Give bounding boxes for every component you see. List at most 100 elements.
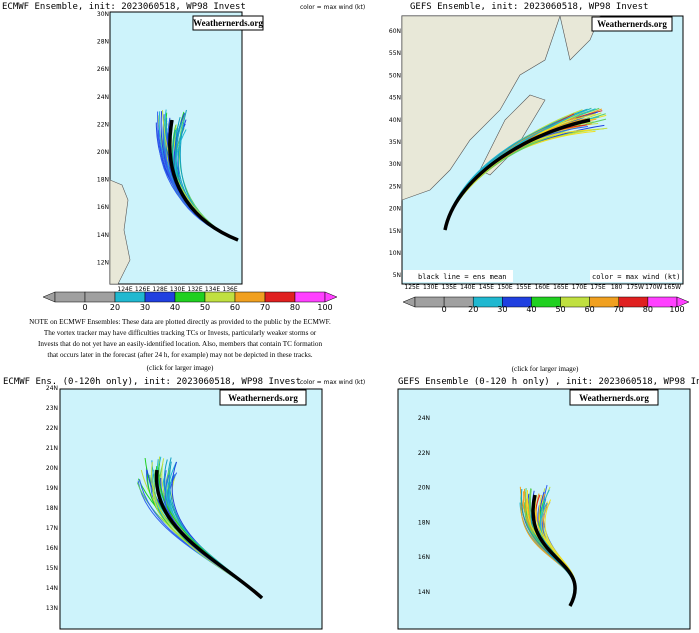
colorbar-label: 0 — [82, 303, 87, 312]
colorbar-swatch — [234, 291, 266, 303]
legend-bg — [590, 270, 682, 282]
colorbar-arrow — [42, 291, 56, 303]
colorbar-label: 0 — [442, 305, 447, 314]
lat-label: 55N — [389, 50, 401, 57]
lat-label: 23N — [46, 405, 58, 412]
land — [401, 15, 561, 201]
map[interactable] — [59, 388, 323, 630]
lat-label: 20N — [46, 465, 58, 472]
colorbar-label: 40 — [170, 303, 180, 312]
lon-label: 130E — [170, 286, 185, 293]
lat-label: 24N — [418, 415, 430, 422]
tracks — [136, 456, 264, 600]
lon-label: 180 — [611, 284, 623, 291]
tracks — [519, 484, 577, 607]
color-note: color = max wind (kt) — [300, 379, 365, 386]
lat-label: 18N — [46, 505, 58, 512]
lat-label: 13N — [46, 605, 58, 612]
color-note: color = max wind (kt) — [592, 273, 681, 281]
mean-track — [531, 494, 577, 607]
colorbar-label: 30 — [497, 305, 507, 314]
lon-label: 170E — [572, 284, 587, 291]
note-line: The vortex tracker may have difficulties… — [44, 329, 317, 337]
lon-label: 126E — [135, 286, 150, 293]
lat-label: 30N — [97, 11, 109, 18]
colorbar-label: 80 — [643, 305, 653, 314]
colorbar-swatch — [414, 296, 445, 308]
lat-label: 40N — [389, 117, 401, 124]
lat-label: 24N — [97, 94, 109, 101]
lat-label: 35N — [389, 139, 401, 146]
colorbar-label: 50 — [555, 305, 565, 314]
lat-label: 24N — [46, 385, 58, 392]
lat-label: 14N — [46, 585, 58, 592]
colorbar-label: 100 — [669, 305, 684, 314]
watermark: Weathernerds.org — [579, 393, 649, 403]
lat-label: 50N — [389, 72, 401, 79]
colorbar-label: 40 — [526, 305, 536, 314]
lat-label: 19N — [46, 485, 58, 492]
colorbar-swatch — [144, 291, 176, 303]
title: ECMWF Ens. (0-120h only), init: 20230605… — [3, 377, 301, 387]
lat-label: 30N — [389, 161, 401, 168]
lat-label: 10N — [389, 250, 401, 257]
note-line: that occurs later in the forecast (after… — [47, 351, 312, 359]
tracks — [443, 107, 608, 231]
lon-label: 155E — [516, 284, 531, 291]
lon-label: 150E — [497, 284, 512, 291]
land — [109, 179, 131, 285]
colorbar-swatch — [54, 291, 86, 303]
lat-label: 20N — [97, 149, 109, 156]
watermark: Weathernerds.org — [193, 18, 263, 28]
mean-track — [443, 118, 591, 231]
lat-label: 25N — [389, 183, 401, 190]
lat-label: 17N — [46, 525, 58, 532]
colorbar-swatch — [84, 291, 116, 303]
link[interactable]: (click for larger image) — [512, 365, 579, 373]
colorbar-label: 20 — [468, 305, 478, 314]
note-line: NOTE on ECMWF Ensembles: These data are … — [29, 318, 331, 326]
colorbar-swatch — [264, 291, 296, 303]
mean-note: black line = ens mean — [418, 273, 507, 281]
link[interactable]: (click for larger image) — [147, 364, 214, 372]
colorbar-swatch — [204, 291, 236, 303]
lon-label: 132E — [187, 286, 202, 293]
lat-label: 20N — [389, 206, 401, 213]
lat-label: 28N — [97, 39, 109, 46]
lon-label: 175W — [627, 284, 644, 291]
watermark-box — [219, 389, 307, 406]
colorbar-label: 70 — [260, 303, 270, 312]
lat-label: 18N — [418, 519, 430, 526]
lat-label: 22N — [97, 121, 109, 128]
lat-label: 15N — [46, 565, 58, 572]
lon-label: 128E — [152, 286, 167, 293]
colorbar-label: 50 — [200, 303, 210, 312]
tracks — [155, 109, 239, 242]
lat-label: 14N — [97, 232, 109, 239]
colorbar-swatch — [294, 291, 326, 303]
lat-label: 45N — [389, 95, 401, 102]
lat-label: 22N — [46, 425, 58, 432]
lat-label: 12N — [97, 259, 109, 266]
lon-label: 165E — [553, 284, 568, 291]
colorbar-label: 60 — [230, 303, 240, 312]
title: ECMWF Ensemble, init: 2023060518, WP98 I… — [2, 2, 246, 12]
watermark-box — [192, 15, 264, 31]
colorbar-arrow — [676, 296, 690, 308]
colorbar-label: 70 — [614, 305, 624, 314]
lat-label: 16N — [46, 545, 58, 552]
colorbar-label: 80 — [290, 303, 300, 312]
lat-label: 60N — [389, 28, 401, 35]
title: GEFS Ensemble, init: 2023060518, WP98 In… — [410, 2, 648, 12]
watermark: Weathernerds.org — [597, 19, 667, 29]
lon-label: 145E — [479, 284, 494, 291]
lat-label: 14N — [418, 589, 430, 596]
legend-bg — [403, 270, 513, 282]
lat-label: 15N — [389, 228, 401, 235]
watermark: Weathernerds.org — [228, 393, 298, 403]
lon-label: 136E — [222, 286, 237, 293]
colorbar-swatch — [114, 291, 146, 303]
colorbar-label: 100 — [317, 303, 332, 312]
